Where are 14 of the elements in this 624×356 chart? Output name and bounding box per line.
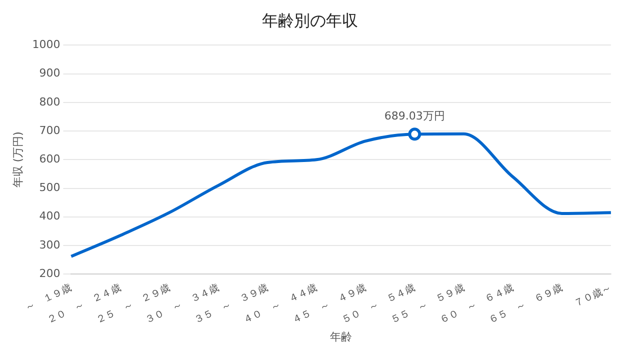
y-tick-label: 1000 [32,38,60,52]
y-tick-label: 900 [39,66,60,80]
data-label: 689.03万円 [384,110,445,123]
y-tick-label: 200 [39,266,60,280]
y-tick-label: 600 [39,152,60,166]
y-tick-label: 700 [39,124,60,137]
y-tick-label: 800 [39,95,60,108]
y-tick-label: 500 [39,181,60,194]
y-tick-label: 300 [39,238,60,252]
y-tick-label: 400 [39,210,60,223]
x-tick-label: ７０歳～ [572,282,614,310]
y-axis-title: 年収 (万円) [11,132,24,188]
x-axis-title: 年齢 [330,330,352,344]
chart-title: 年齢別の年収 [262,10,358,30]
